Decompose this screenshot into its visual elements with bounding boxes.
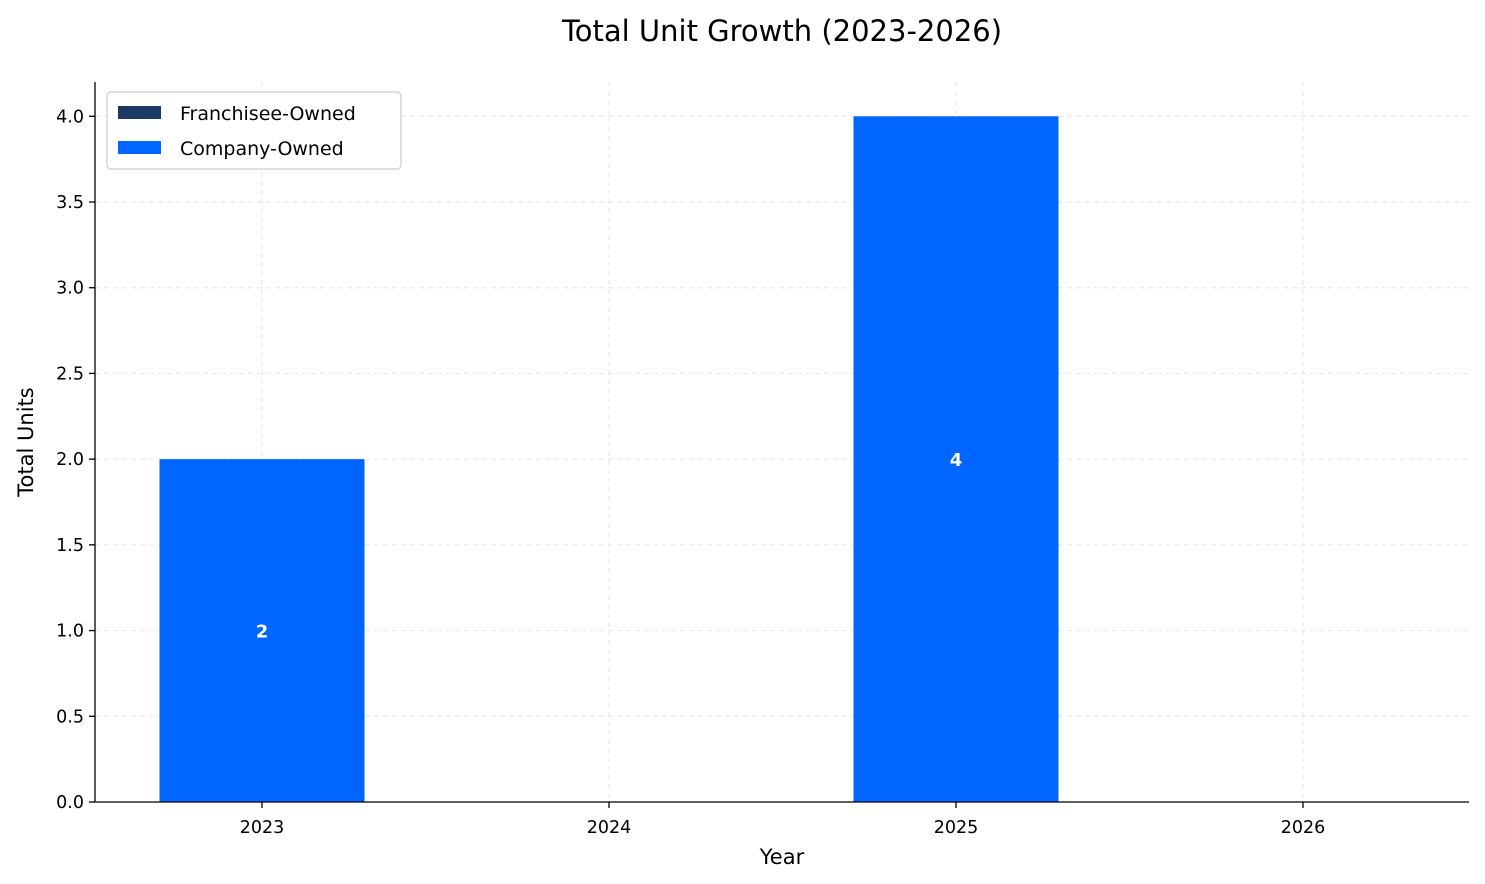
bar-company-owned-2023 [159, 459, 365, 802]
data-labels-layer: 24 [256, 450, 963, 642]
y-tick-label: 4.0 [56, 107, 84, 127]
data-label-2023: 2 [256, 622, 269, 643]
y-tick-label: 1.0 [56, 622, 84, 642]
y-tick-label: 3.5 [56, 193, 84, 213]
y-axis-label: Total Units [14, 387, 38, 497]
y-tick-label: 0.5 [56, 707, 84, 727]
bar-company-owned-2025 [853, 116, 1059, 803]
y-tick-label: 1.5 [56, 536, 84, 556]
legend: Franchisee-Owned Company-Owned [106, 91, 402, 170]
y-tick-label: 2.5 [56, 364, 84, 384]
legend-swatch-company-owned [118, 141, 161, 154]
y-tick-label: 0.0 [56, 793, 84, 813]
legend-label-company-owned: Company-Owned [180, 138, 344, 160]
x-tick-label: 2025 [934, 818, 979, 838]
x-axis-label: Year [759, 845, 805, 869]
bars-layer [159, 116, 1059, 803]
legend-swatch-franchisee-owned [118, 106, 161, 119]
y-tick-label: 2.0 [56, 450, 84, 470]
y-tick-label: 3.0 [56, 279, 84, 299]
ticks-layer: 0.0 0.5 1.0 1.5 2.0 2.5 3.0 3.5 4.0 2023 2024 2025 2… [56, 107, 1325, 838]
data-label-2025: 4 [950, 450, 963, 471]
chart-title: Total Unit Growth (2023-2026) [561, 14, 1002, 48]
legend-frame [106, 91, 402, 170]
x-tick-label: 2023 [240, 818, 285, 838]
legend-label-franchisee-owned: Franchisee-Owned [180, 103, 356, 125]
x-tick-label: 2026 [1281, 818, 1326, 838]
x-tick-label: 2024 [587, 818, 632, 838]
